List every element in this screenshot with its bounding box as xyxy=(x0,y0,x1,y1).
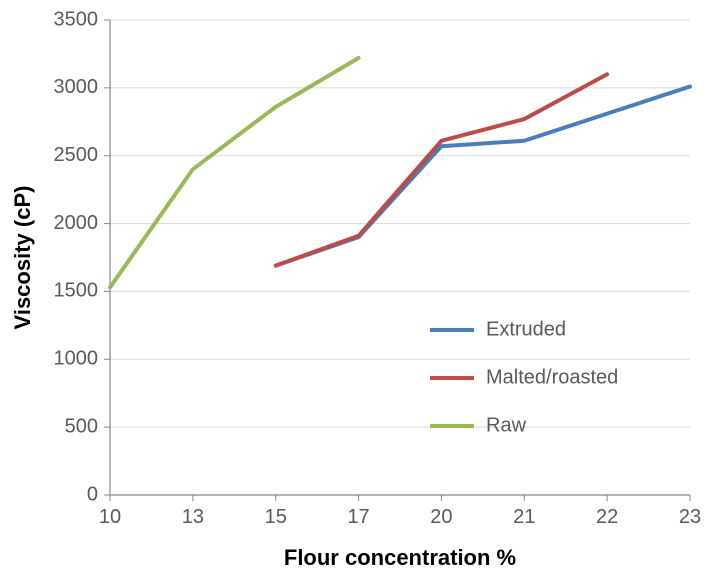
y-axis-label: Viscosity (cP) xyxy=(10,186,35,330)
chart-svg: 0 500 1000 1500 2000 2500 3000 3500 10 13 15 17 20 21… xyxy=(0,0,709,588)
x-tick-label: 17 xyxy=(347,506,369,528)
x-tick-label: 10 xyxy=(99,506,121,528)
legend-label: Extruded xyxy=(486,318,566,340)
x-tick-label: 23 xyxy=(679,506,701,528)
y-tick-label: 1000 xyxy=(54,348,99,370)
y-tick-label: 2000 xyxy=(54,212,99,234)
y-tick-label: 3000 xyxy=(54,76,99,98)
legend-label: Malted/roasted xyxy=(486,366,618,388)
y-tick-label: 0 xyxy=(87,483,98,505)
y-tick-label: 1500 xyxy=(54,280,99,302)
x-tick-label: 21 xyxy=(513,506,535,528)
viscosity-chart: 0 500 1000 1500 2000 2500 3000 3500 10 13 15 17 20 21… xyxy=(0,0,709,588)
y-tick-label: 2500 xyxy=(54,144,99,166)
y-tick-label: 3500 xyxy=(54,8,99,30)
x-tick-label: 20 xyxy=(430,506,452,528)
x-tick-label: 15 xyxy=(265,506,287,528)
x-axis-label: Flour concentration % xyxy=(284,545,516,570)
x-tick-label: 13 xyxy=(182,506,204,528)
y-tick-label: 500 xyxy=(65,415,98,437)
x-tick-label: 22 xyxy=(596,506,618,528)
legend-label: Raw xyxy=(486,414,527,436)
